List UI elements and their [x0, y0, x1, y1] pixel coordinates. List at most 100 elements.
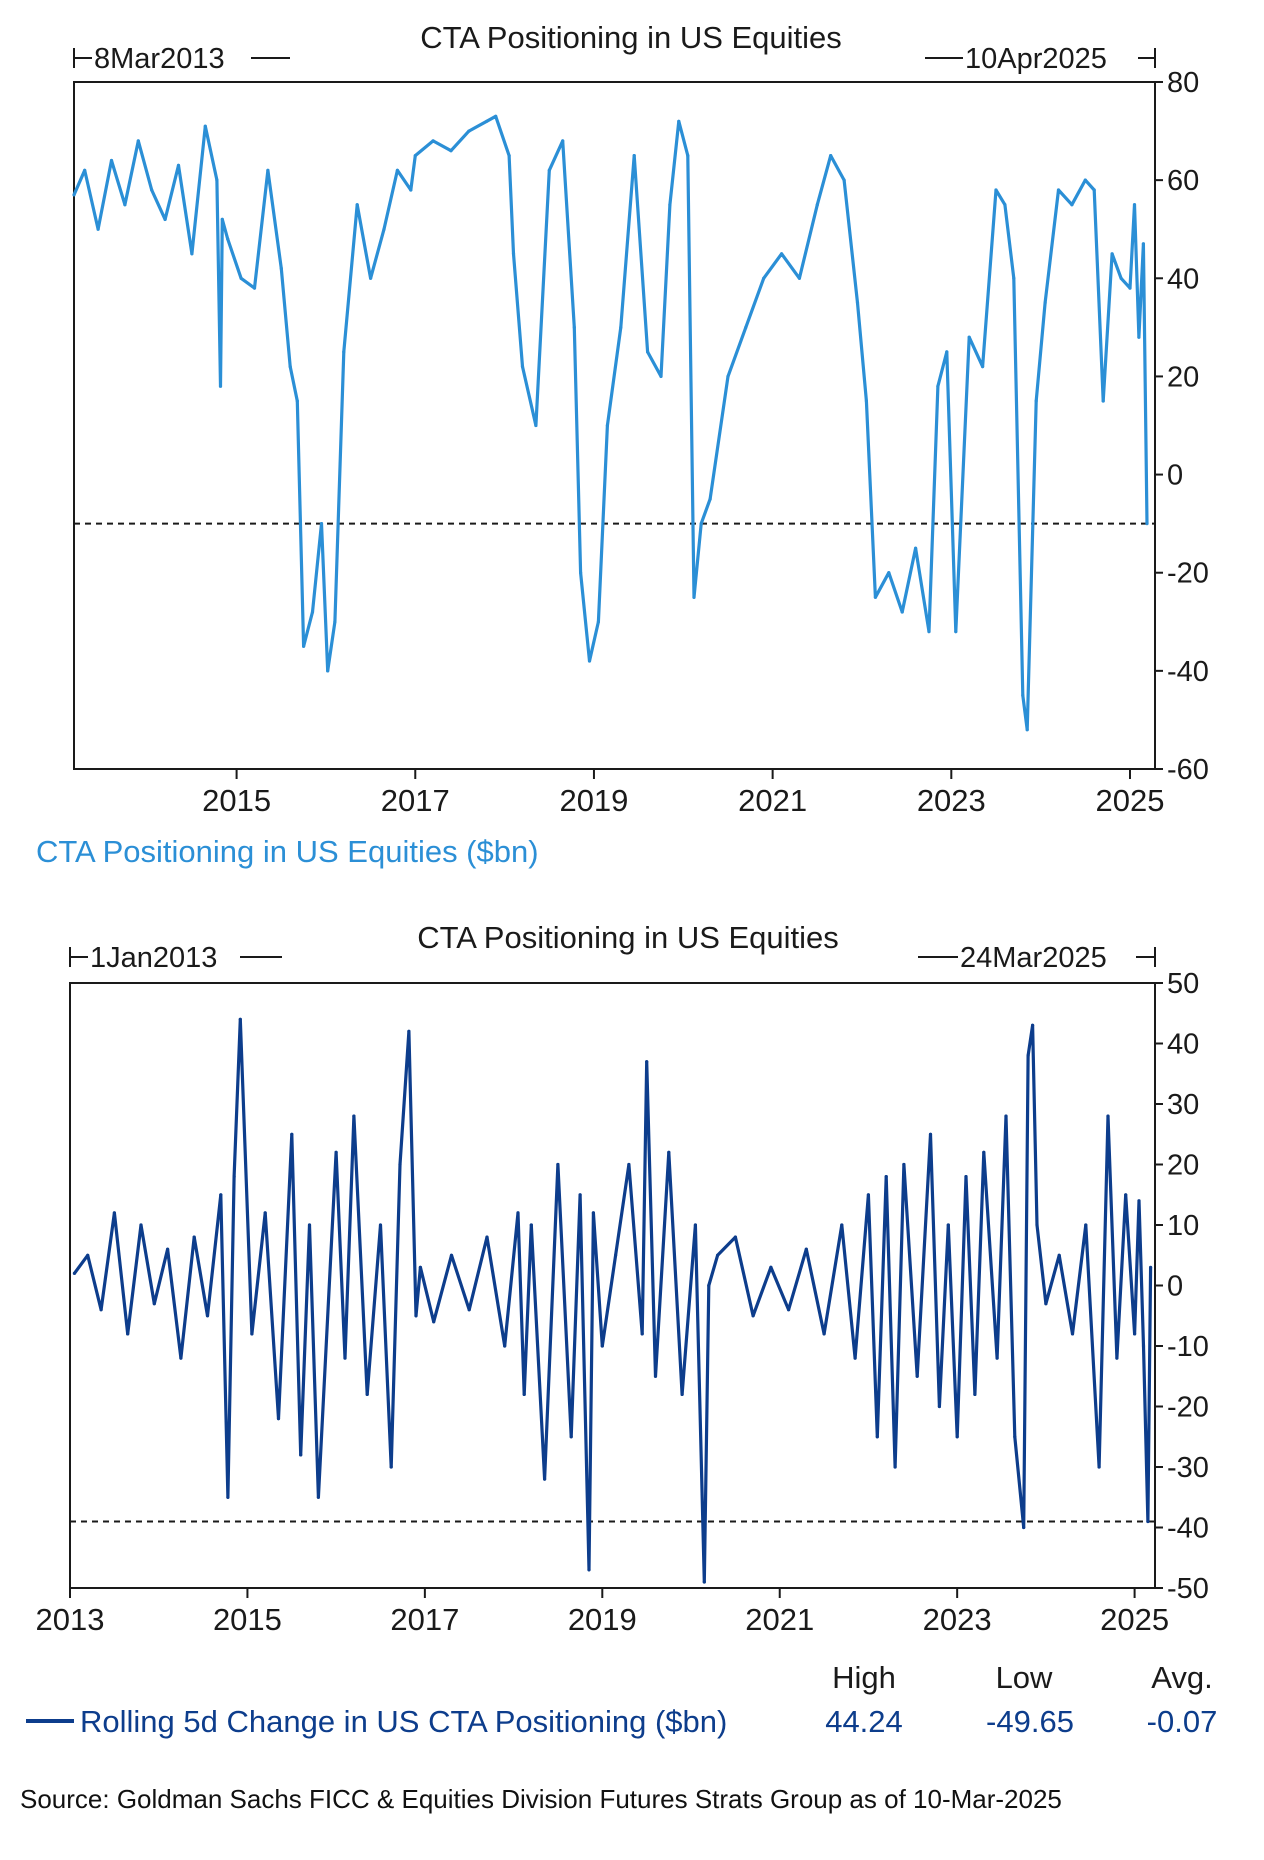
- data-point: [511, 252, 516, 256]
- data-point: [307, 1223, 312, 1227]
- data-point: [653, 1374, 658, 1378]
- data-point: [190, 252, 194, 256]
- data-point: [1133, 1332, 1137, 1336]
- data-point: [875, 1435, 879, 1439]
- data-point: [288, 365, 292, 369]
- data-point: [915, 1374, 919, 1378]
- data-point: [83, 168, 87, 172]
- data-point: [640, 1332, 644, 1336]
- y-tick-label: -20: [1167, 558, 1209, 590]
- data-point: [232, 1175, 236, 1179]
- data-point: [219, 1193, 223, 1197]
- data-point: [378, 1223, 383, 1227]
- data-point: [936, 384, 940, 388]
- chart1-start-marker: 8Mar2013: [73, 43, 290, 75]
- data-point: [645, 1060, 649, 1064]
- data-point: [302, 644, 306, 648]
- data-point: [1084, 1223, 1088, 1227]
- series-line: [72, 114, 1149, 732]
- x-tick-label: 2019: [559, 783, 628, 818]
- data-point: [902, 1162, 906, 1167]
- data-point: [955, 1435, 959, 1439]
- data-point: [822, 1332, 826, 1336]
- y-tick-label: 40: [1167, 263, 1199, 295]
- data-point: [263, 1211, 267, 1215]
- data-point: [503, 1344, 507, 1348]
- data-point: [276, 1417, 281, 1421]
- data-point: [726, 374, 730, 378]
- chart1-end-date: 10Apr2025: [965, 43, 1107, 75]
- data-point: [1070, 1332, 1075, 1336]
- data-point: [591, 1211, 596, 1215]
- data-point: [884, 1175, 888, 1179]
- data-point: [1097, 1465, 1101, 1469]
- data-point: [299, 1453, 303, 1457]
- data-point: [355, 203, 359, 207]
- data-point: [751, 1314, 755, 1318]
- data-point: [587, 659, 592, 663]
- data-point: [632, 154, 636, 158]
- data-point: [316, 1495, 320, 1499]
- data-point: [431, 139, 435, 143]
- y-tick-label: 80: [1167, 67, 1199, 99]
- data-point: [587, 1568, 591, 1572]
- data-point: [220, 217, 224, 221]
- chart2-start-date: 1Jan2013: [90, 942, 217, 974]
- data-point: [744, 325, 748, 329]
- data-point: [556, 1162, 560, 1167]
- data-point: [1003, 203, 1007, 207]
- y-tick-label: 30: [1167, 1089, 1199, 1121]
- data-point: [203, 124, 207, 128]
- data-point: [569, 1435, 573, 1439]
- x-tick-label: 2013: [36, 1602, 105, 1637]
- data-point: [250, 1332, 254, 1336]
- data-point: [855, 301, 860, 305]
- data-point: [418, 1265, 422, 1269]
- data-point: [163, 217, 167, 221]
- chart2-end-date: 24Mar2025: [960, 942, 1107, 974]
- data-point: [982, 1150, 986, 1154]
- y-tick-label: -30: [1167, 1452, 1209, 1484]
- data-point: [946, 1223, 950, 1227]
- data-point: [334, 1150, 338, 1154]
- data-point: [279, 266, 283, 271]
- stat-high-label: High: [832, 1660, 896, 1695]
- y-tick-label: 60: [1167, 165, 1199, 197]
- data-point: [449, 1253, 454, 1257]
- chart2-start-marker: 1Jan2013: [69, 942, 282, 974]
- data-point: [1106, 1114, 1110, 1118]
- data-point: [343, 1356, 347, 1360]
- chart2-stats: High 44.24 Low -49.65 Avg. -0.07: [825, 1660, 1217, 1739]
- data-point: [887, 571, 891, 575]
- y-tick-label: 10: [1167, 1210, 1199, 1242]
- data-point: [112, 1211, 116, 1215]
- y-tick-label: -60: [1167, 754, 1209, 786]
- y-tick-label: 20: [1167, 1150, 1199, 1182]
- data-point: [218, 384, 223, 388]
- x-tick-label: 2021: [745, 1602, 814, 1637]
- data-point: [945, 350, 949, 354]
- data-point: [398, 1162, 402, 1167]
- data-point: [1137, 1199, 1141, 1203]
- data-point: [352, 1114, 356, 1118]
- data-point: [677, 119, 681, 123]
- x-tick-label: 2025: [1100, 1602, 1169, 1637]
- data-point: [176, 163, 181, 167]
- data-point: [467, 129, 471, 133]
- data-point: [86, 1253, 90, 1257]
- data-point: [139, 1223, 143, 1227]
- data-point: [994, 188, 998, 192]
- data-point: [1110, 252, 1114, 256]
- data-point: [1012, 276, 1016, 280]
- data-point: [1101, 399, 1105, 403]
- data-point: [136, 139, 140, 143]
- data-point: [1026, 1054, 1030, 1058]
- chart1-end-marker: 10Apr2025: [925, 43, 1156, 75]
- data-point: [522, 1392, 526, 1396]
- data-point: [693, 1223, 698, 1227]
- data-point: [1043, 301, 1047, 305]
- data-point: [395, 168, 399, 172]
- data-point: [1022, 1525, 1026, 1530]
- data-point: [295, 399, 299, 403]
- data-point: [266, 168, 270, 172]
